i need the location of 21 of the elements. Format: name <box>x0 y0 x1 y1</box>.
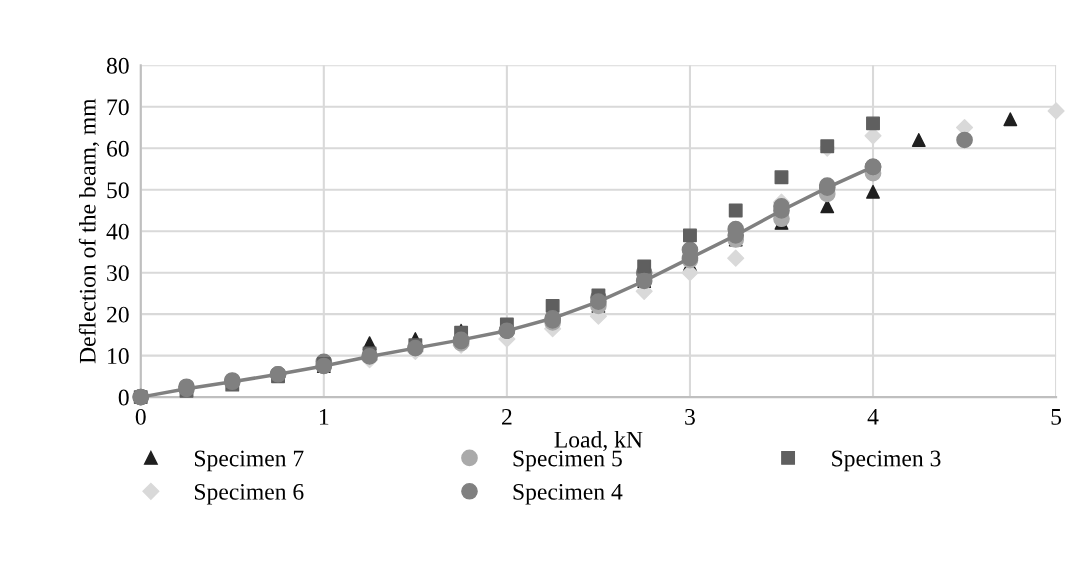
y-tick-label: 30 <box>107 265 129 282</box>
legend-label: Specimen 5 <box>513 450 622 472</box>
y-tick-label: 70 <box>107 99 129 116</box>
y-tick-label: 80 <box>106 57 129 74</box>
legend-label: Specimen 4 <box>513 483 623 505</box>
y-axis-title: Deflection of the beam, mm <box>78 98 100 364</box>
legend-label: Specimen 7 <box>194 450 304 472</box>
y-tick-label: 40 <box>106 223 129 240</box>
y-tick-label: 60 <box>107 140 129 157</box>
x-tick-label: 1 <box>319 408 329 425</box>
legend-label: Specimen 6 <box>194 483 304 505</box>
x-tick-label: 0 <box>135 408 146 425</box>
x-tick-label: 4 <box>867 409 879 425</box>
y-tick-label: 20 <box>107 306 129 323</box>
x-tick-label: 5 <box>1051 409 1062 425</box>
y-tick-label: 50 <box>107 182 129 199</box>
x-tick-label: 2 <box>502 408 512 425</box>
legend-label: Specimen 3 <box>832 450 941 472</box>
y-tick-label: 10 <box>108 348 129 365</box>
x-tick-label: 3 <box>685 408 695 425</box>
y-tick-label: 0 <box>118 389 129 406</box>
